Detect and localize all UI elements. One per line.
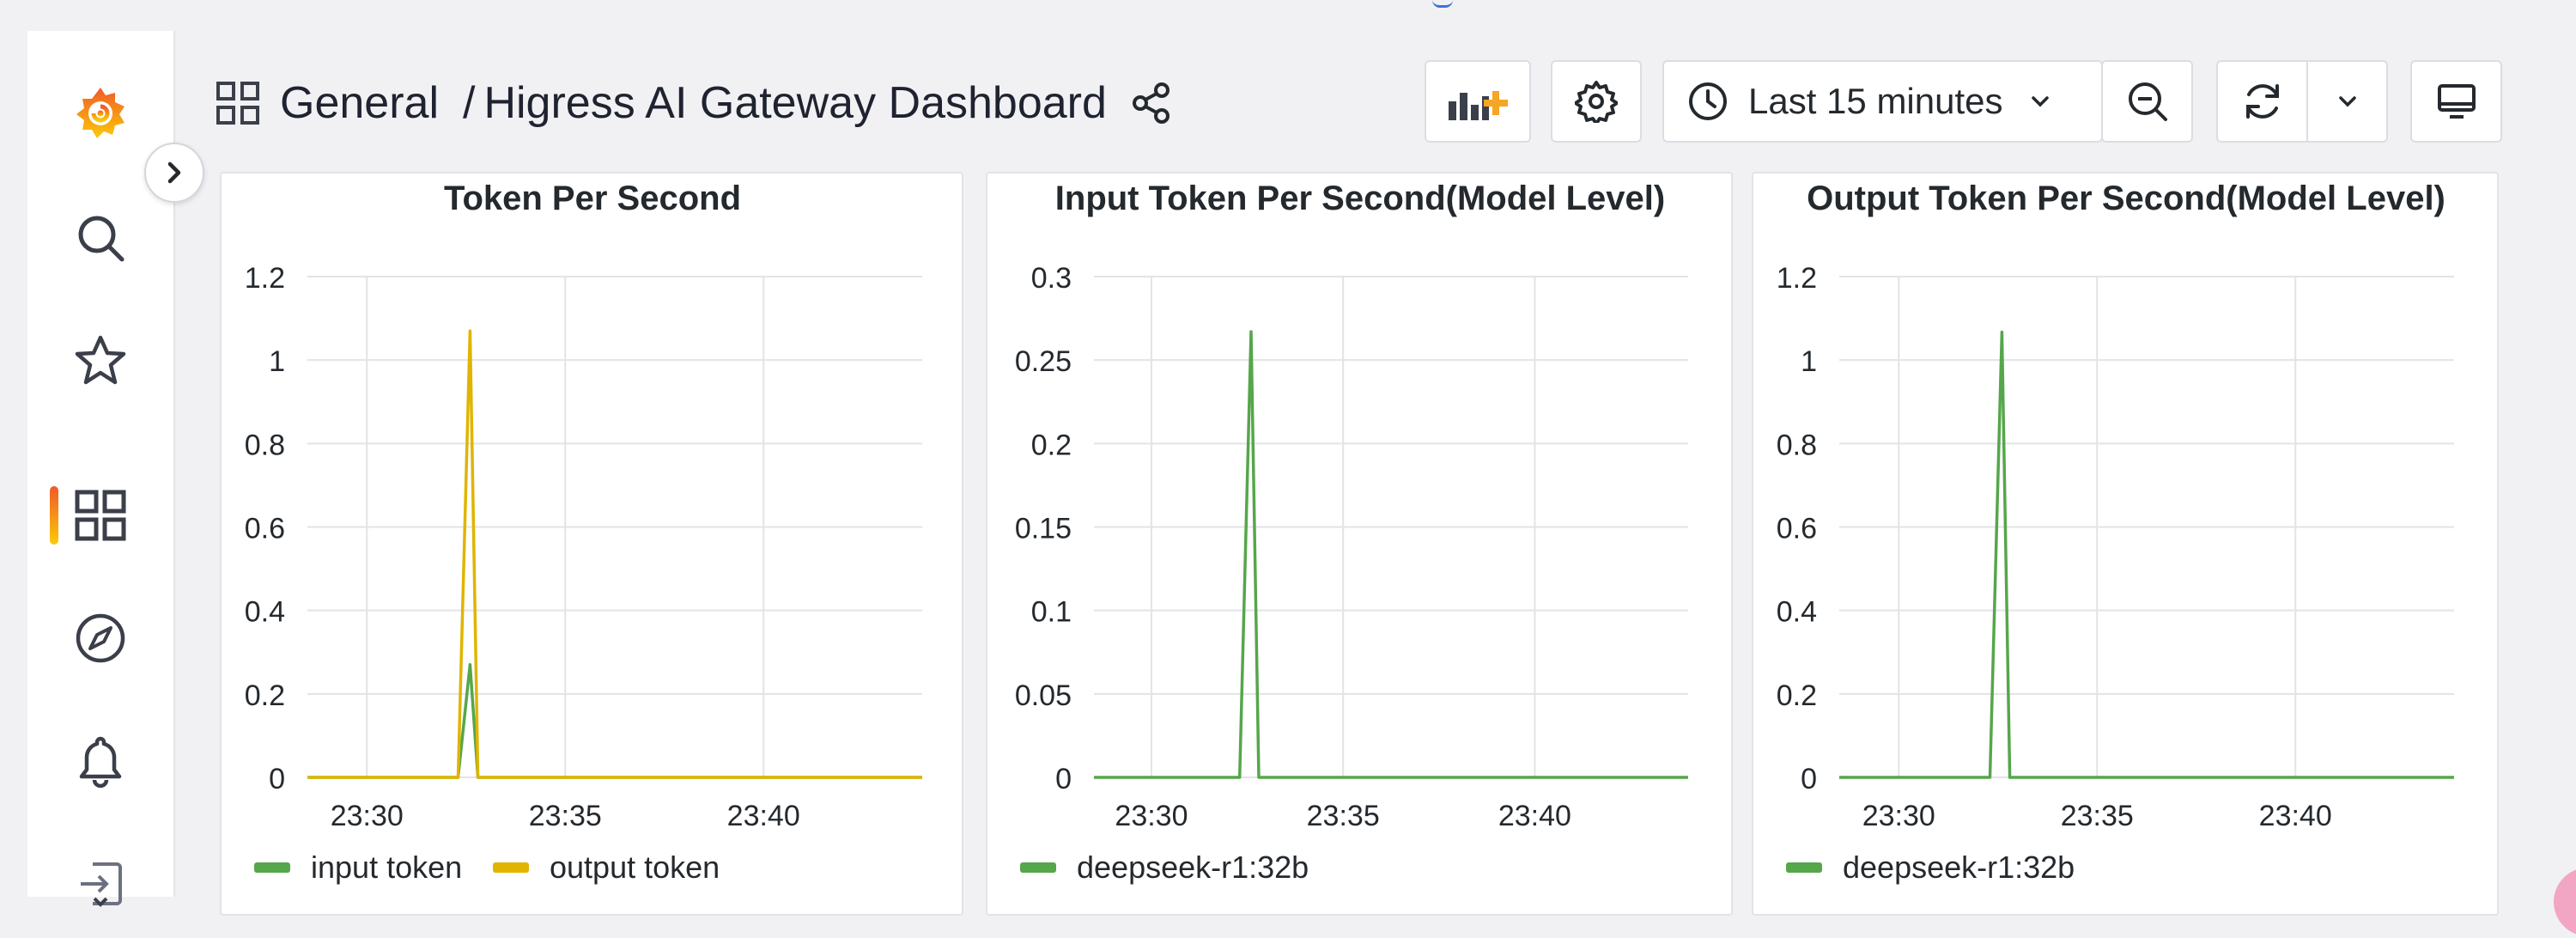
y-tick-label: 1 [269,345,285,378]
refresh-interval-dropdown[interactable] [2306,60,2388,143]
legend-label: deepseek-r1:32b [1077,850,1309,885]
legend-swatch [493,862,529,873]
y-tick-label: 0.2 [1777,679,1817,712]
series-line [307,329,922,779]
x-tick-label: 23:35 [1307,800,1380,832]
star-icon[interactable] [70,331,131,391]
top-indicator [1432,0,1453,8]
sign-in-icon[interactable] [70,854,131,914]
x-tick-label: 23:40 [1498,800,1571,832]
legend-swatch [254,862,290,873]
breadcrumb-separator: / [463,78,476,128]
y-tick-label: 0.15 [1015,513,1072,545]
time-range-picker[interactable]: Last 15 minutes [1662,60,2103,143]
y-tick-label: 0.4 [245,596,285,629]
monitor-icon [2437,84,2476,119]
legend-label: input token [311,850,462,885]
series-line [307,663,922,779]
time-range-label: Last 15 minutes [1748,81,2003,121]
chevron-right-icon [167,161,181,184]
add-panel-button[interactable] [1425,60,1531,143]
refresh-button[interactable] [2216,60,2308,143]
x-tick-label: 23:35 [2061,800,2134,832]
chart-input-token-per-second: Input Token Per Second(Model Level) 0.3 0… [1015,180,1688,885]
legend-label: output token [550,850,720,885]
dashboard-settings-button[interactable] [1551,60,1642,143]
y-tick-label: 0.6 [1777,513,1817,545]
y-tick-label: 1 [1801,345,1817,378]
add-panel-icon [1449,91,1508,120]
y-tick-label: 0.05 [1015,679,1072,712]
expand-sidebar-button[interactable] [144,143,204,203]
floating-action-blob[interactable] [2554,868,2576,936]
y-tick-label: 1.2 [245,262,285,295]
active-indicator [50,486,58,545]
panel-token-per-second[interactable]: Token Per Second 1.2 1 0.8 0.6 0.4 0.2 0 23:30 2… [220,172,963,916]
tv-mode-button[interactable] [2410,60,2502,143]
compass-icon[interactable] [70,608,131,668]
y-tick-label: 0.4 [1777,596,1817,629]
x-tick-label: 23:40 [727,800,800,832]
y-tick-label: 0 [269,763,285,795]
y-tick-label: 0.1 [1031,596,1072,629]
chart-title: Token Per Second [444,180,741,217]
breadcrumb-folder-link[interactable]: General [280,78,439,128]
x-tick-label: 23:30 [331,800,404,832]
clock-icon [1689,82,1727,120]
search-icon[interactable] [70,208,131,268]
x-tick-label: 23:30 [1115,800,1188,832]
y-tick-label: 0 [1801,763,1817,795]
legend-swatch [1786,862,1822,873]
refresh-icon [2245,84,2279,119]
panel-output-token-per-second[interactable]: Output Token Per Second(Model Level) 1.2… [1752,172,2499,916]
chart-output-token-per-second: Output Token Per Second(Model Level) 1.2… [1777,180,2454,885]
dashboards-grid-icon[interactable] [70,485,131,545]
legend-swatch [1020,862,1056,873]
y-tick-label: 0.6 [245,513,285,545]
series-line [1094,330,1688,779]
legend-label: deepseek-r1:32b [1843,850,2075,885]
dashboard-header: General / Higress AI Gateway Dashboard [215,60,1174,146]
series-line [1839,330,2454,779]
dashboards-grid-icon [216,82,259,125]
chevron-down-icon [2338,96,2356,107]
x-tick-label: 23:40 [2259,800,2332,832]
dashboard-title[interactable]: Higress AI Gateway Dashboard [483,78,1107,128]
y-tick-label: 0.2 [1031,429,1072,461]
share-icon[interactable] [1129,81,1174,125]
y-tick-label: 0.8 [245,429,285,461]
chevron-down-icon [2031,96,2049,107]
y-tick-label: 0.25 [1015,345,1072,378]
x-tick-label: 23:35 [529,800,602,832]
y-tick-label: 0.8 [1777,429,1817,461]
zoom-out-button[interactable] [2101,60,2193,143]
zoom-out-icon [2128,82,2167,121]
gear-icon [1575,81,1618,123]
y-tick-label: 1.2 [1777,262,1817,295]
y-tick-label: 0.3 [1031,262,1072,295]
chart-token-per-second: Token Per Second 1.2 1 0.8 0.6 0.4 0.2 0 23:30 2… [245,180,922,885]
y-tick-label: 0.2 [245,679,285,712]
x-tick-label: 23:30 [1862,800,1935,832]
y-tick-label: 0 [1055,763,1072,795]
panel-input-token-per-second[interactable]: Input Token Per Second(Model Level) 0.3 0… [986,172,1733,916]
grafana-logo-icon[interactable] [70,82,131,143]
chart-title: Output Token Per Second(Model Level) [1807,180,2445,217]
chart-title: Input Token Per Second(Model Level) [1055,180,1665,217]
bell-icon[interactable] [70,731,131,791]
